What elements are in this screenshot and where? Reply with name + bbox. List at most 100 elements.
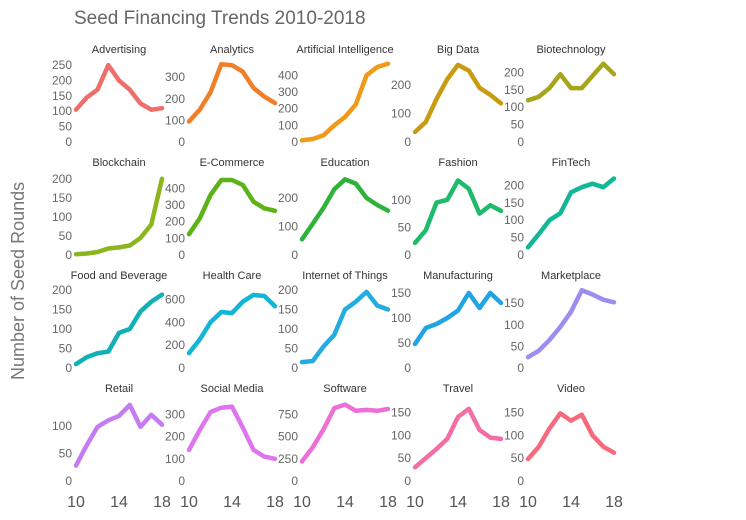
y-tick-label: 400 <box>278 68 298 82</box>
y-tick-label: 0 <box>404 474 411 488</box>
x-tick-label: 10 <box>67 494 85 511</box>
series-line-artificial-intelligence <box>299 61 391 143</box>
x-tick-label: 14 <box>336 494 354 511</box>
y-tick-label: 50 <box>59 229 73 243</box>
y-tick-label: 100 <box>391 311 411 325</box>
panel-title: Video <box>557 383 585 395</box>
panel-big-data: Big Data 0 100 200 <box>391 44 504 149</box>
y-tick-label: 0 <box>178 361 185 375</box>
x-tick-label: 14 <box>449 494 467 511</box>
y-tick-label: 150 <box>52 89 72 103</box>
y-tick-label: 200 <box>52 73 72 87</box>
series-line-blockchain <box>73 176 165 257</box>
panel-title: Advertising <box>92 44 146 56</box>
y-tick-label: 100 <box>52 419 72 433</box>
y-tick-label: 0 <box>65 135 72 149</box>
panel-artificial-intelligence: Artificial Intelligence 0 100 200 300 400 <box>278 44 394 149</box>
series-line-fintech <box>525 176 617 250</box>
y-tick-label: 150 <box>504 296 524 310</box>
y-tick-label: 200 <box>278 191 298 205</box>
y-tick-label: 100 <box>165 113 185 127</box>
panel-title: Health Care <box>203 270 262 282</box>
series-line-manufacturing <box>412 290 504 347</box>
y-tick-label: 0 <box>517 474 524 488</box>
y-tick-label: 300 <box>165 407 185 421</box>
panel-education: Education 0 100 200 <box>278 157 391 262</box>
y-tick-label: 100 <box>165 231 185 245</box>
panel-title: Biotechnology <box>536 44 606 56</box>
y-tick-label: 0 <box>291 474 298 488</box>
y-tick-label: 50 <box>59 120 73 134</box>
x-tick-label: 10 <box>180 494 198 511</box>
panel-title: Travel <box>443 383 473 395</box>
series-line-internet-of-things <box>299 289 391 365</box>
x-tick-label: 18 <box>266 494 284 511</box>
y-tick-label: 200 <box>52 172 72 186</box>
y-tick-label: 0 <box>178 135 185 149</box>
y-tick-label: 150 <box>52 191 72 205</box>
y-tick-label: 400 <box>165 315 185 329</box>
y-tick-label: 0 <box>404 361 411 375</box>
y-tick-label: 0 <box>517 361 524 375</box>
series-line-education <box>299 177 391 242</box>
y-tick-label: 100 <box>278 219 298 233</box>
series-line-e-commerce <box>186 177 278 237</box>
y-tick-label: 200 <box>52 283 72 297</box>
series-line-health-care <box>186 292 278 356</box>
y-tick-label: 0 <box>178 248 185 262</box>
y-tick-label: 0 <box>291 361 298 375</box>
series-line-advertising <box>73 62 165 112</box>
y-tick-label: 100 <box>504 428 524 442</box>
x-tick-label: 18 <box>605 494 623 511</box>
panel-title: Software <box>323 383 366 395</box>
y-tick-label: 300 <box>278 85 298 99</box>
panel-title: E-Commerce <box>200 157 265 169</box>
y-tick-label: 0 <box>291 248 298 262</box>
y-tick-label: 150 <box>391 405 411 419</box>
panel-title: Retail <box>105 383 133 395</box>
y-tick-label: 100 <box>52 104 72 118</box>
x-tick-label: 18 <box>492 494 510 511</box>
panel-retail: Retail 0 50 100 10 14 18 <box>52 383 171 511</box>
x-tick-label: 18 <box>379 494 397 511</box>
y-tick-label: 250 <box>52 58 72 72</box>
panel-title: Blockchain <box>92 157 145 169</box>
panel-title: FinTech <box>552 157 591 169</box>
y-tick-label: 150 <box>391 286 411 300</box>
x-tick-label: 18 <box>153 494 171 511</box>
series-line-fashion <box>412 178 504 246</box>
y-tick-label: 0 <box>178 474 185 488</box>
y-tick-label: 50 <box>285 341 299 355</box>
panel-title: Internet of Things <box>302 270 388 282</box>
y-tick-label: 100 <box>391 428 411 442</box>
y-tick-label: 0 <box>404 135 411 149</box>
y-tick-label: 100 <box>52 210 72 224</box>
y-tick-label: 200 <box>391 78 411 92</box>
y-tick-label: 50 <box>511 231 525 245</box>
y-tick-label: 50 <box>398 220 412 234</box>
y-tick-label: 250 <box>278 452 298 466</box>
x-tick-label: 14 <box>223 494 241 511</box>
y-tick-label: 200 <box>165 215 185 229</box>
y-tick-label: 500 <box>278 430 298 444</box>
y-tick-label: 0 <box>291 135 298 149</box>
y-tick-label: 0 <box>517 135 524 149</box>
panel-title: Food and Beverage <box>71 270 168 282</box>
panel-title: Fashion <box>438 157 477 169</box>
y-tick-label: 150 <box>504 83 524 97</box>
y-tick-label: 200 <box>504 178 524 192</box>
y-tick-label: 100 <box>278 118 298 132</box>
series-line-marketplace <box>525 287 617 360</box>
panel-software: Software 0 250 500 750 10 14 18 <box>278 383 397 511</box>
series-line-big-data <box>412 62 504 135</box>
y-tick-label: 200 <box>504 65 524 79</box>
y-tick-label: 100 <box>391 193 411 207</box>
y-tick-label: 0 <box>517 248 524 262</box>
y-tick-label: 150 <box>504 405 524 419</box>
panel-manufacturing: Manufacturing 0 50 100 150 <box>391 270 504 375</box>
y-tick-label: 50 <box>59 446 73 460</box>
series-line-social-media <box>186 404 278 462</box>
series-line-biotechnology <box>525 61 617 103</box>
